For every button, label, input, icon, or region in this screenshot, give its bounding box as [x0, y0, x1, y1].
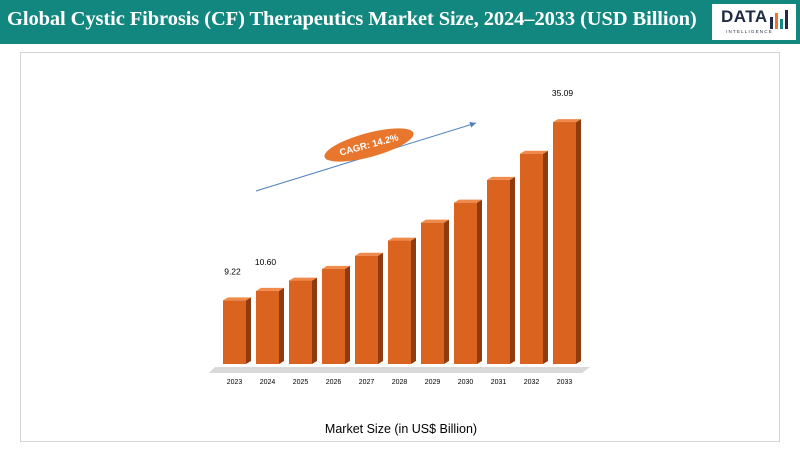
bar-chart-logo-icon [770, 10, 788, 29]
bar [388, 240, 411, 364]
bar-side [411, 237, 416, 364]
bar [487, 179, 510, 364]
bar-top [388, 237, 416, 241]
x-tick-label: 2026 [326, 379, 342, 386]
cagr-badge [324, 128, 414, 162]
chart-panel: 2023 9.22 2024 10.60 2025 2026 2027 2028 2029 203… [20, 52, 780, 442]
bar [256, 290, 279, 364]
bar [223, 300, 246, 364]
x-tick-label: 2029 [425, 379, 441, 386]
bar-side [543, 150, 548, 364]
bar-side [345, 265, 350, 364]
bar-top [223, 297, 251, 301]
bar [355, 255, 378, 364]
bar-side [312, 277, 317, 364]
bar-chart: 2023 9.22 2024 10.60 2025 2026 2027 2028 2029 203… [209, 88, 590, 436]
x-tick-label: 2023 [227, 379, 243, 386]
x-tick-label: 2027 [359, 379, 375, 386]
bar [454, 202, 477, 364]
bar [553, 122, 576, 364]
x-tick-label: 2031 [491, 379, 507, 386]
x-tick-label: 2030 [458, 379, 474, 386]
bar-side [477, 199, 482, 364]
bar-top [289, 277, 317, 281]
x-axis-title: Market Size (in US$ Billion) [325, 422, 477, 436]
bar-top [454, 199, 482, 203]
chart-title: Global Cystic Fibrosis (CF) Therapeutics… [7, 8, 697, 30]
bar-side [279, 287, 284, 364]
bar [520, 153, 543, 364]
bar-top [553, 119, 581, 123]
data-label: 10.60 [255, 257, 277, 267]
x-tick-label: 2025 [293, 379, 309, 386]
bar-top [355, 252, 383, 256]
bar-top [256, 287, 284, 291]
bar-side [444, 219, 449, 364]
bar-top [520, 150, 548, 154]
logo-subtitle: INTELLIGENCE [726, 29, 773, 34]
bar-side [576, 119, 581, 364]
bar-side [378, 252, 383, 364]
logo-wordmark: DATA [721, 7, 768, 26]
bar-top [322, 265, 350, 269]
bar-side [510, 176, 515, 364]
brand-logo: DATA INTELLIGENCE [712, 4, 796, 40]
chart-floor [209, 367, 590, 373]
x-tick-label: 2032 [524, 379, 540, 386]
x-tick-label: 2033 [557, 379, 573, 386]
bar [289, 280, 312, 364]
bar-top [421, 219, 449, 223]
bar [421, 222, 444, 364]
data-label: 9.22 [224, 266, 241, 276]
header-bar: Global Cystic Fibrosis (CF) Therapeutics… [0, 0, 800, 44]
x-tick-label: 2028 [392, 379, 408, 386]
bar-top [487, 176, 515, 180]
bar [322, 268, 345, 364]
data-label: 35.09 [552, 88, 574, 98]
x-tick-label: 2024 [260, 379, 276, 386]
bar-side [246, 297, 251, 364]
